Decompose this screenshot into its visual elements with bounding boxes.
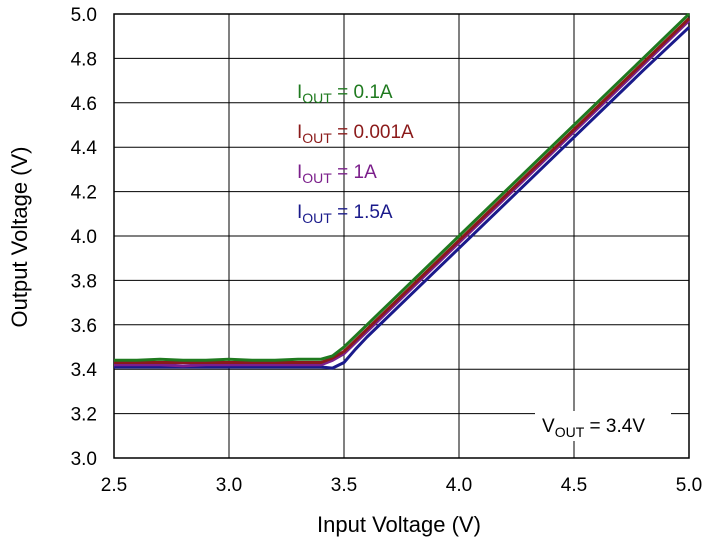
grid: [113, 13, 690, 459]
legend-entry-1: IOUT = 0.1A: [297, 82, 393, 106]
y-tick-label: 3.0: [71, 449, 97, 470]
x-tick-label: 5.0: [676, 475, 702, 496]
y-tick-label: 4.4: [71, 138, 98, 159]
plot-frame: [113, 13, 690, 459]
x-tick-label: 3.5: [331, 475, 357, 496]
y-tick-labels: 3.0 3.2 3.4 3.6 3.8 4.0 4.2 4.4 4.6 4.8 5.0: [71, 5, 98, 470]
x-axis-title: Input Voltage (V): [317, 512, 481, 537]
legend-entry-3: IOUT = 1A: [297, 162, 377, 186]
y-tick-label: 3.8: [71, 271, 97, 292]
legend: IOUT = 0.1A IOUT = 0.001A IOUT = 1A IOUT = …: [297, 82, 414, 226]
y-tick-label: 3.6: [71, 316, 97, 337]
y-tick-label: 4.2: [71, 183, 97, 204]
x-tick-labels: 2.5 3.0 3.5 4.0 4.5 5.0: [101, 475, 702, 496]
series-line-3: [114, 19, 691, 368]
legend-entry-4: IOUT = 1.5A: [297, 202, 393, 226]
series-layer: [114, 12, 691, 370]
x-tick-label: 4.5: [561, 475, 587, 496]
legend-entry-2: IOUT = 0.001A: [297, 122, 414, 146]
y-axis-title: Output Voltage (V): [7, 147, 32, 328]
annotation-box: [535, 411, 671, 441]
y-tick-label: 4.8: [71, 49, 97, 70]
y-tick-label: 3.2: [71, 405, 97, 426]
vout-annotation-rest: = 3.4V: [584, 416, 645, 437]
vout-annotation-sub: OUT: [555, 424, 585, 440]
series-line-2: [114, 17, 691, 364]
y-tick-label: 3.4: [71, 360, 98, 381]
y-tick-label: 4.0: [71, 227, 97, 248]
series-line-1: [114, 12, 691, 362]
x-tick-label: 2.5: [101, 475, 127, 496]
vout-annotation-main: V: [542, 416, 555, 437]
series-line-4: [114, 26, 691, 370]
y-tick-label: 4.6: [71, 94, 97, 115]
x-tick-label: 4.0: [446, 475, 472, 496]
x-tick-label: 3.0: [216, 475, 242, 496]
y-tick-label: 5.0: [71, 5, 97, 26]
vout-annotation: VOUT = 3.4V: [542, 416, 645, 440]
